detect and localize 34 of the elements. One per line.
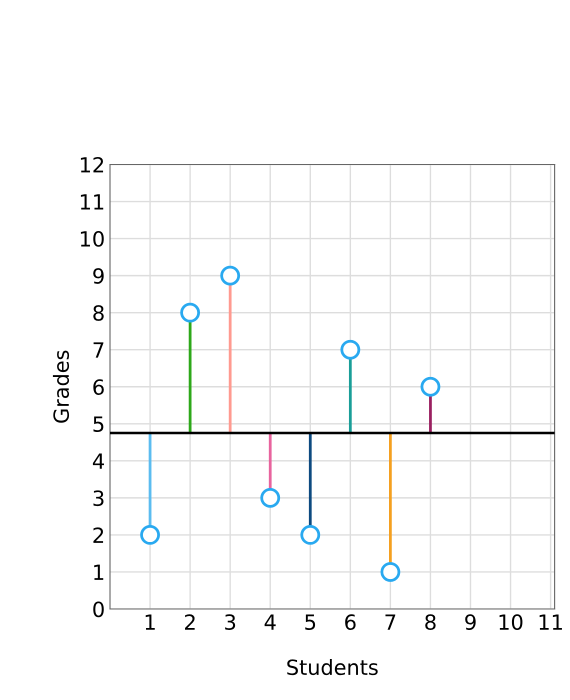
x-tick-label: 4 xyxy=(264,614,276,630)
y-tick-label: 4 xyxy=(92,454,104,469)
y-tick-label: 12 xyxy=(80,156,104,172)
point xyxy=(380,562,400,582)
point xyxy=(140,525,160,545)
y-tick-label: 3 xyxy=(93,490,104,506)
y-tick-label: 9 xyxy=(93,268,104,284)
y-tick-label: 1 xyxy=(94,564,104,580)
x-tick-label: 10 xyxy=(500,614,522,630)
x-tick-label: 8 xyxy=(425,614,436,630)
y-tick-label: 10 xyxy=(80,231,104,247)
x-tick-label: 11 xyxy=(540,614,562,630)
point xyxy=(420,376,440,397)
x-tick-label: 3 xyxy=(225,614,236,630)
point xyxy=(340,340,360,360)
y-tick-label: 7 xyxy=(94,342,104,358)
x-tick-label: 9 xyxy=(465,614,476,630)
x-tick-label: 1 xyxy=(146,614,155,630)
y-axis-title: Grades xyxy=(52,350,70,423)
x-tick-label: 6 xyxy=(345,614,356,630)
x-axis-title: Students xyxy=(287,659,378,676)
point xyxy=(300,525,320,545)
point xyxy=(260,488,280,508)
y-tick-label: 11 xyxy=(80,194,104,210)
y-tick-label: 0 xyxy=(93,601,104,618)
x-tick-label: 5 xyxy=(305,614,316,630)
y-tick-label: 8 xyxy=(93,305,104,321)
x-tick-label: 2 xyxy=(185,614,195,630)
point xyxy=(180,302,200,323)
point xyxy=(220,266,240,286)
y-tick-label: 6 xyxy=(93,379,104,395)
y-tick-label: 2 xyxy=(93,527,104,543)
y-tick-label: 5 xyxy=(94,416,104,432)
x-tick-label: 7 xyxy=(385,614,396,630)
